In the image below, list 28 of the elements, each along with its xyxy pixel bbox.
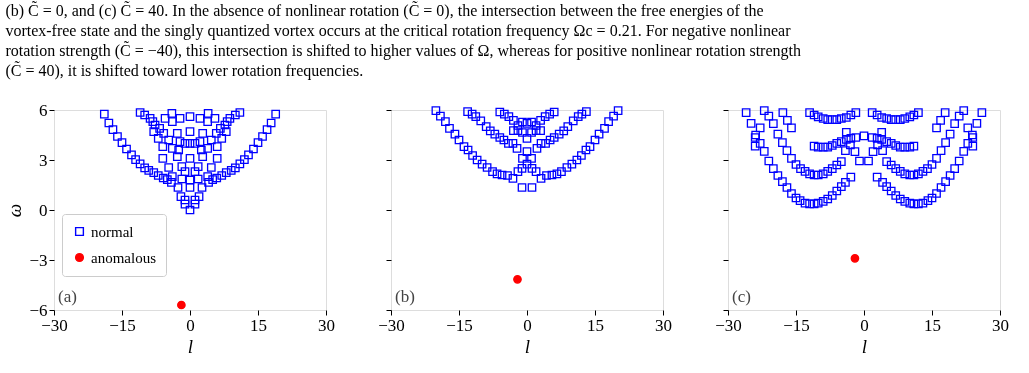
y-tick-label: 0 bbox=[39, 200, 48, 220]
x-tick-label: 30 bbox=[992, 315, 1009, 335]
x-tick-label: 30 bbox=[655, 315, 672, 335]
annotation: (b) bbox=[395, 287, 415, 306]
y-tick-label: 3 bbox=[39, 150, 48, 170]
x-tick-label: 15 bbox=[250, 315, 267, 335]
annotation: (a) bbox=[58, 287, 77, 306]
y-axis-title: ω bbox=[4, 203, 26, 218]
y-tick-label: −3 bbox=[29, 250, 48, 270]
x-tick-label: 0 bbox=[523, 315, 532, 335]
legend-label: normal bbox=[91, 223, 134, 240]
annotation: (c) bbox=[732, 287, 751, 306]
x-axis-title: l bbox=[524, 335, 531, 357]
x-tick-label: 0 bbox=[186, 315, 195, 335]
legend-label: anomalous bbox=[91, 249, 157, 266]
x-tick-label: 30 bbox=[318, 315, 335, 335]
text: (b) C̃ = 0, and (c) C̃ = 40. In the absence of nonlinear rotation (C̃ = 0), the intersection between the free energies of the vortex-free state and the singly quantized vortex occurs at the critical rotation frequency Ωc = 0.21. For negative nonlinear rotation strength (C̃ = −40), this intersection is shifted to higher values of Ω, whereas for positive nonlinear rotation strength (C̃ = 40), it is shifted toward lower rotation frequencies. bbox=[5, 1, 801, 80]
x-tick-label: −15 bbox=[783, 315, 810, 335]
x-axis-title: l bbox=[861, 335, 868, 357]
y-tick-label: 6 bbox=[39, 100, 48, 120]
x-tick-label: 15 bbox=[587, 315, 604, 335]
x-tick-label: −30 bbox=[715, 315, 742, 335]
x-tick-label: 0 bbox=[860, 315, 869, 335]
x-tick-label: 15 bbox=[924, 315, 941, 335]
x-tick-label: −30 bbox=[378, 315, 405, 335]
x-axis-title: l bbox=[187, 335, 194, 357]
x-tick-label: −15 bbox=[109, 315, 136, 335]
x-tick-label: −15 bbox=[446, 315, 473, 335]
